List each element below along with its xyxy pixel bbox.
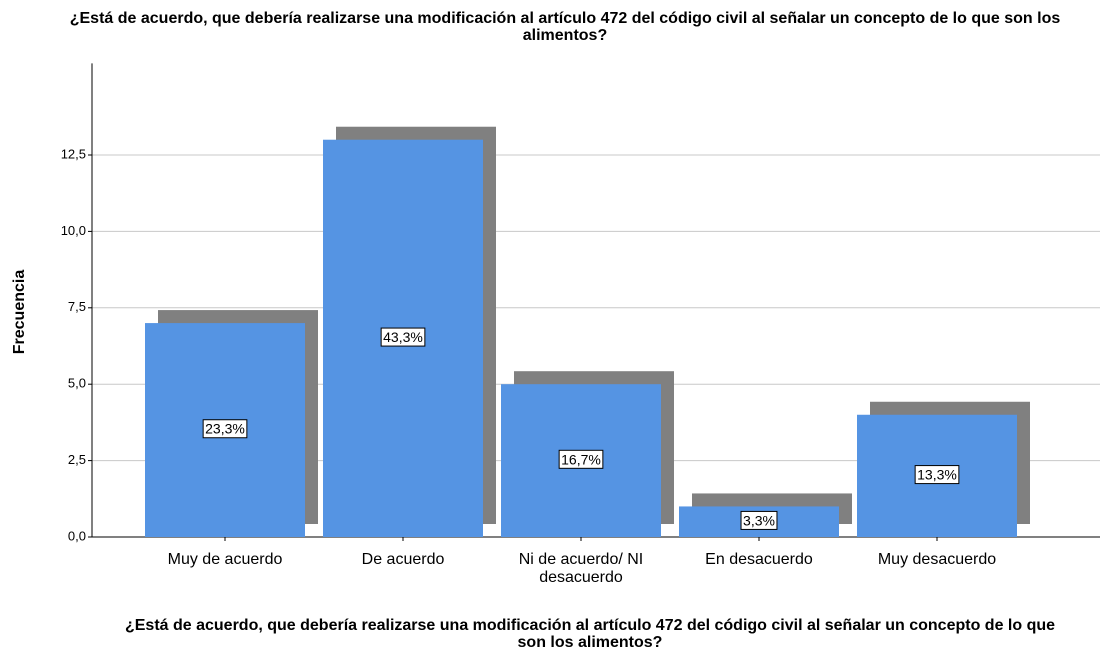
chart-title: ¿Está de acuerdo, que debería realizarse… (69, 10, 1061, 44)
y-tick-label: 12,5 (61, 146, 86, 161)
percent-label-box (380, 327, 426, 347)
x-tick-label: Muy de acuerdo (167, 551, 283, 568)
x-tick-label: Muy desacuerdo (877, 551, 997, 568)
percent-label: 13,3% (917, 467, 957, 483)
percent-label: 3,3% (743, 512, 775, 528)
percent-label-box (202, 419, 248, 439)
y-tick-label: 2,5 (68, 452, 86, 467)
y-axis-label: Frecuencia (11, 270, 28, 355)
percent-label-box (558, 449, 604, 469)
percent-label: 16,7% (561, 451, 601, 467)
y-tick-label: 10,0 (61, 223, 86, 238)
percent-label: 43,3% (383, 329, 423, 345)
x-tick-label: En desacuerdo (705, 551, 813, 568)
y-tick-label: 5,0 (68, 376, 86, 391)
x-tick-label: Ni de acuerdo/ NI desacuerdo (518, 551, 644, 586)
y-tick-label: 7,5 (68, 299, 86, 314)
y-tick-label: 0,0 (68, 528, 86, 543)
x-axis-label: ¿Está de acuerdo, que debería realizarse… (124, 617, 1056, 651)
percent-label-box (914, 465, 960, 485)
percent-label: 23,3% (205, 421, 245, 437)
x-tick-label: De acuerdo (361, 551, 445, 568)
percent-label-box (740, 510, 778, 530)
